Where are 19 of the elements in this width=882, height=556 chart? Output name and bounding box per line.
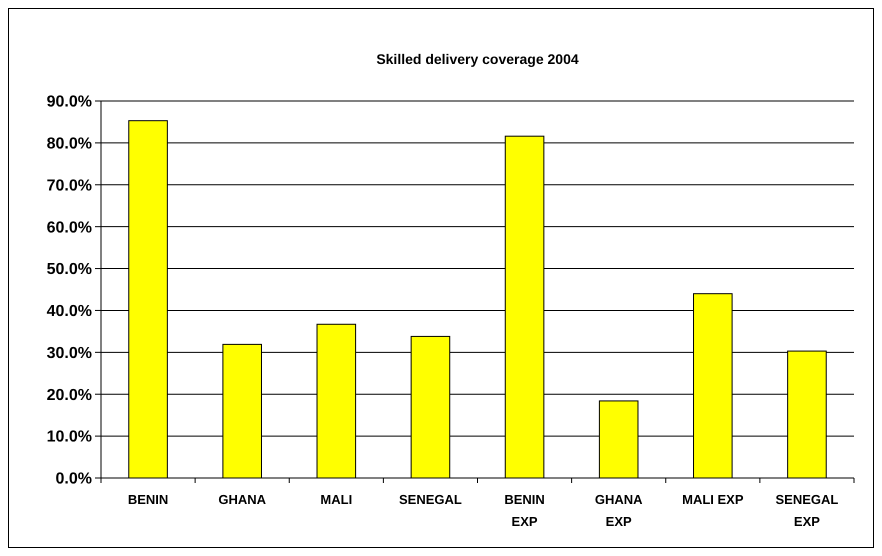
y-tick-label: 60.0% bbox=[46, 219, 92, 236]
x-tick-label: SENEGAL bbox=[399, 492, 462, 507]
y-tick-label: 10.0% bbox=[46, 428, 92, 446]
x-tick-label: BENIN EXP bbox=[504, 492, 545, 529]
x-tick-label: BENIN bbox=[128, 492, 168, 507]
y-tick-label: 0.0% bbox=[56, 470, 92, 488]
y-tick-label: 20.0% bbox=[46, 386, 92, 404]
x-tick-label: SENEGAL EXP bbox=[776, 492, 838, 529]
y-tick-label: 30.0% bbox=[46, 344, 92, 362]
y-tick-label: 80.0% bbox=[46, 135, 92, 152]
y-tick-label: 40.0% bbox=[46, 303, 92, 320]
y-tick-label: 50.0% bbox=[46, 261, 92, 278]
x-tick-label: MALI EXP bbox=[682, 492, 744, 507]
y-tick-label: 70.0% bbox=[46, 177, 92, 194]
y-tick-label: 90.0% bbox=[46, 94, 92, 111]
x-tick-label: MALI bbox=[320, 492, 352, 507]
chart-title: Skilled delivery coverage 2004 bbox=[376, 51, 579, 67]
x-tick-label: GHANA bbox=[218, 492, 267, 507]
x-tick-label: GHANA EXP bbox=[594, 492, 644, 529]
